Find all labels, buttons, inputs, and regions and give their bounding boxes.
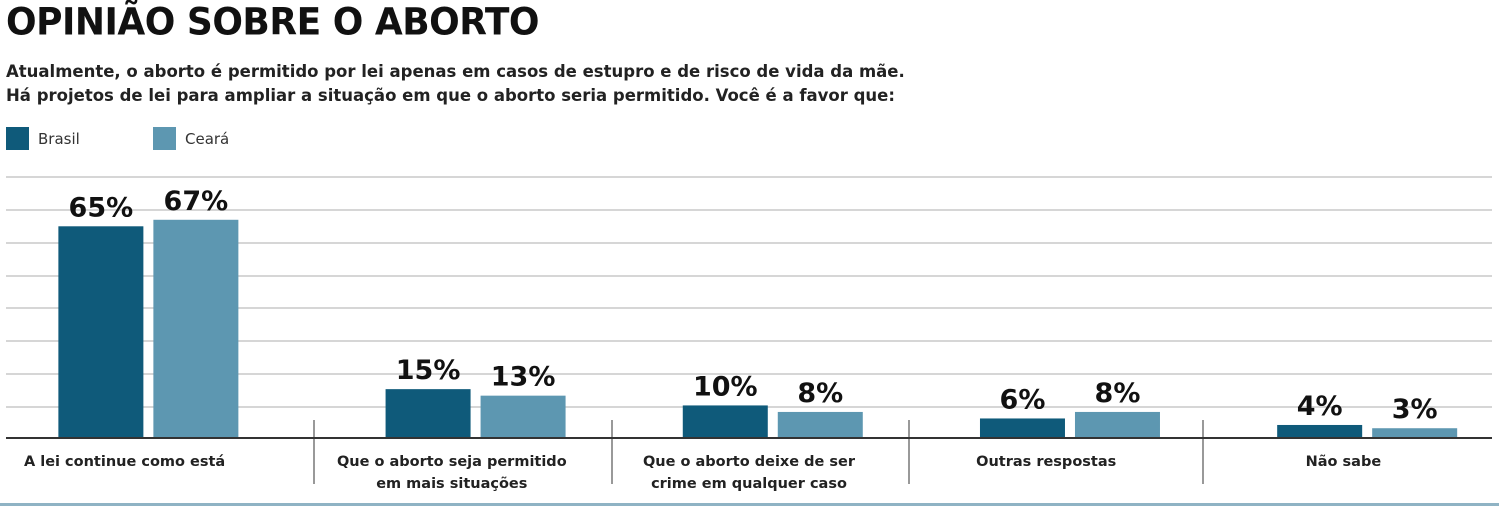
category-label: Outras respostas: [976, 454, 1116, 470]
legend-item-ceara: Ceará: [153, 127, 229, 150]
data-label: 65%: [69, 192, 134, 223]
bar-ceara: [480, 395, 566, 438]
data-label: 15%: [396, 355, 461, 386]
data-label: 6%: [1000, 384, 1046, 415]
category-label: Que o aborto deixe de ser: [643, 454, 856, 470]
legend-swatch-brasil: [6, 127, 29, 150]
legend-item-brasil: Brasil: [6, 127, 80, 150]
data-label: 67%: [164, 186, 229, 217]
legend-swatch-ceara: [153, 127, 176, 150]
category-label: Que o aborto seja permitido: [337, 454, 567, 470]
legend-label-ceara: Ceará: [185, 129, 230, 148]
subtitle-line-1: Atualmente, o aborto é permitido por lei…: [6, 62, 905, 81]
subtitle-line-2: Há projetos de lei para ampliar a situaç…: [6, 86, 895, 105]
bar-ceara: [153, 219, 239, 438]
bottom-rule: [0, 503, 1499, 506]
bar-ceara: [777, 411, 863, 438]
data-label: 13%: [491, 362, 556, 393]
category-label: A lei continue como está: [24, 454, 225, 470]
data-label: 3%: [1392, 394, 1438, 425]
bar-brasil: [385, 389, 471, 438]
data-label: 8%: [1095, 378, 1141, 409]
data-label: 10%: [693, 371, 758, 402]
bar-brasil: [979, 418, 1065, 438]
chart-title: OPINIÃO SOBRE O ABORTO: [6, 1, 540, 45]
bar-ceara: [1372, 428, 1458, 438]
legend-label-brasil: Brasil: [38, 129, 80, 148]
data-label: 8%: [797, 378, 843, 409]
bar-ceara: [1074, 411, 1160, 438]
bar-brasil: [1277, 424, 1363, 438]
bar-brasil: [682, 405, 768, 438]
category-label: em mais situações: [376, 476, 527, 492]
category-label: Não sabe: [1306, 454, 1382, 470]
chart-subtitle: Atualmente, o aborto é permitido por lei…: [6, 60, 905, 108]
data-label: 4%: [1297, 391, 1343, 422]
bar-brasil: [58, 226, 144, 438]
category-label: crime em qualquer caso: [651, 476, 847, 492]
